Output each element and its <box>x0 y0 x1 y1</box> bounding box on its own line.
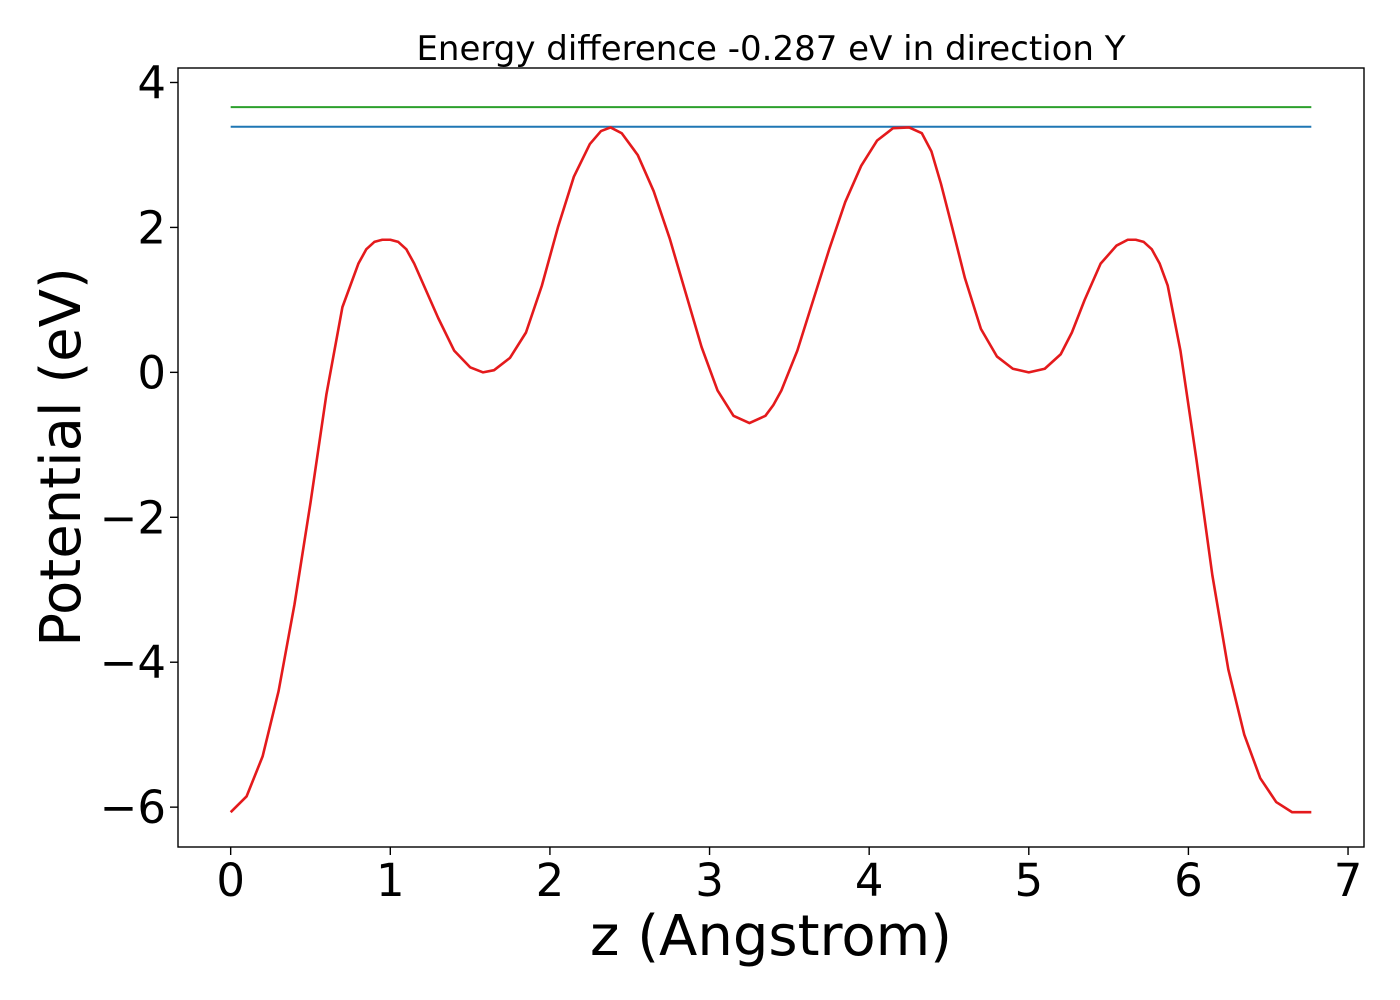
x-tick-label: 5 <box>1014 854 1043 907</box>
y-tick-label: −2 <box>100 491 166 544</box>
x-tick-label: 4 <box>855 854 884 907</box>
x-tick-label: 1 <box>376 854 405 907</box>
y-tick-label: 0 <box>137 346 166 399</box>
y-tick-label: −4 <box>100 636 166 689</box>
plot-area <box>170 67 1365 855</box>
axes-frame <box>177 67 1365 848</box>
y-axis-label: Potential (eV) <box>29 267 94 647</box>
series-line-3 <box>229 126 1312 814</box>
x-tick-label: 7 <box>1334 854 1363 907</box>
x-axis-label: z (Angstrom) <box>590 904 952 969</box>
x-tick-label: 6 <box>1174 854 1203 907</box>
x-tick-label: 2 <box>536 854 565 907</box>
y-tick-label: 4 <box>137 56 166 109</box>
y-tick-label: −6 <box>100 781 166 834</box>
x-tick-label: 0 <box>216 854 245 907</box>
y-tick-label: 2 <box>137 201 166 254</box>
x-tick-label: 3 <box>695 854 724 907</box>
chart-title: Energy difference -0.287 eV in direction… <box>416 29 1125 69</box>
